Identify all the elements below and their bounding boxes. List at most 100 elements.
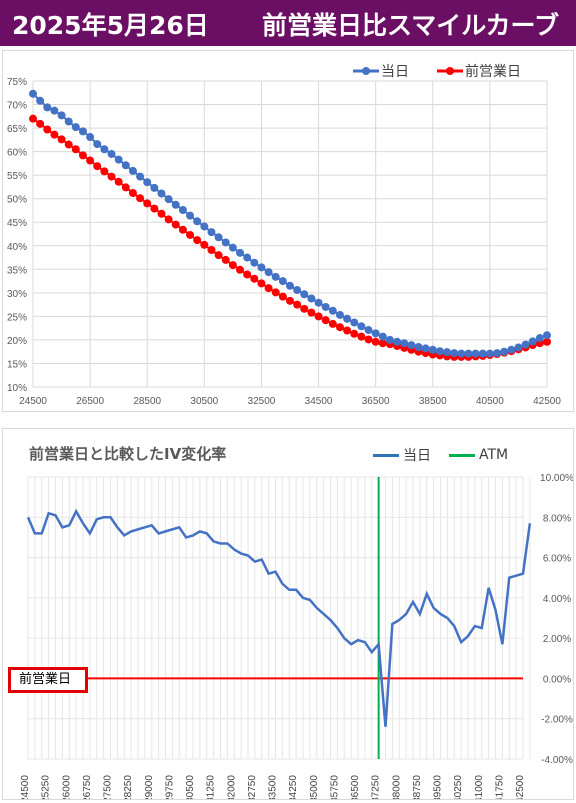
data-point-prev — [207, 246, 216, 255]
data-point-today — [407, 341, 416, 350]
data-point-prev — [93, 162, 102, 171]
x-tick-label: 38000 — [391, 775, 402, 799]
data-point-prev — [307, 308, 316, 317]
data-point-prev — [357, 332, 366, 341]
data-point-today — [264, 268, 273, 277]
data-point-today — [278, 277, 287, 286]
data-point-today — [57, 111, 66, 120]
data-point-today — [221, 238, 230, 247]
data-point-today — [321, 302, 330, 311]
header-banner: 2025年5月26日 前営業日比スマイルカーブ — [0, 0, 576, 46]
x-tick-label: 42500 — [515, 775, 526, 799]
data-point-today — [228, 243, 237, 252]
data-point-today — [435, 347, 444, 356]
chart1-legend: 当日 前営業日 — [351, 61, 521, 81]
data-point-today — [471, 349, 480, 358]
y-tick-label: 55% — [7, 171, 27, 182]
legend-today-line — [373, 453, 399, 457]
y-tick-label: 20% — [7, 336, 27, 347]
data-point-today — [121, 161, 130, 170]
y-tick-label: 65% — [7, 124, 27, 135]
data-point-prev — [36, 119, 45, 128]
data-point-today — [357, 322, 366, 331]
x-tick-label: 35750 — [329, 775, 340, 799]
data-point-today — [393, 337, 402, 346]
data-point-prev — [378, 339, 387, 348]
data-point-prev — [143, 199, 152, 208]
y-tick-label: 45% — [7, 218, 27, 229]
data-point-today — [307, 294, 316, 303]
data-point-today — [143, 178, 152, 187]
data-point-today — [293, 286, 302, 295]
data-point-today — [107, 149, 116, 158]
y-tick-label: -2.00% — [541, 715, 573, 726]
data-point-today — [421, 344, 430, 353]
y-tick-label: 4.00% — [543, 594, 571, 605]
data-point-prev — [328, 319, 337, 328]
data-point-today — [43, 103, 52, 112]
x-tick-label: 30500 — [185, 775, 196, 799]
x-tick-label: 36500 — [362, 396, 390, 407]
y-tick-label: 50% — [7, 195, 27, 206]
data-point-today — [328, 306, 337, 315]
y-tick-label: 30% — [7, 289, 27, 300]
data-point-today — [464, 349, 473, 358]
legend-today-label-2: 当日 — [403, 448, 431, 464]
data-point-today — [114, 155, 123, 164]
data-point-today — [543, 331, 551, 340]
data-point-prev — [157, 209, 166, 218]
data-point-today — [207, 228, 216, 237]
legend-today-marker — [353, 67, 379, 75]
legend-today-label: 当日 — [381, 64, 409, 80]
data-point-prev — [121, 183, 130, 192]
x-tick-label: 37250 — [371, 775, 382, 799]
chart2-legend: 当日 ATM — [373, 445, 508, 465]
data-point-today — [286, 281, 294, 290]
data-point-prev — [164, 215, 173, 224]
data-point-today — [314, 298, 323, 307]
y-tick-label: 75% — [7, 77, 27, 88]
data-point-today — [343, 314, 352, 323]
data-point-today — [500, 347, 509, 356]
legend-atm-line — [449, 453, 475, 457]
x-tick-label: 38750 — [412, 775, 423, 799]
x-tick-label: 26000 — [61, 775, 72, 799]
data-point-today — [385, 335, 394, 344]
y-tick-label: 10.00% — [540, 473, 573, 484]
data-point-prev — [114, 177, 123, 186]
iv-change-chart: 前営業日と比較したIV変化率 当日 ATM -4.00% -2.00% 0.00% 2… — [2, 428, 574, 803]
data-point-prev — [343, 326, 352, 335]
data-point-today — [414, 342, 423, 351]
data-point-today — [271, 272, 280, 281]
data-point-prev — [543, 337, 551, 346]
smile-curve-chart: 当日 前営業日 10% 15% 20% 25% 30% 35% 40% 45% 50% 55% 60… — [2, 50, 574, 412]
x-tick-label: 30500 — [190, 396, 218, 407]
iv-change-plot: -4.00% -2.00% 0.00% 2.00% 4.00% 6.00% 8.00% 10.… — [20, 473, 574, 803]
data-point-prev — [78, 151, 87, 160]
x-tick-label: 24500 — [20, 775, 31, 799]
x-tick-label: 39500 — [433, 775, 444, 799]
data-point-prev — [50, 130, 59, 139]
x-tick-label: 25250 — [41, 775, 52, 799]
data-point-prev — [314, 312, 323, 321]
data-point-prev — [178, 225, 187, 234]
data-point-today — [371, 329, 380, 338]
data-point-prev — [264, 284, 273, 293]
header-date: 2025年5月26日 — [12, 11, 209, 40]
data-point-prev — [71, 145, 80, 154]
data-point-prev — [300, 304, 309, 313]
data-point-prev — [221, 255, 230, 264]
data-point-prev — [186, 230, 195, 239]
header-title: 前営業日比スマイルカーブ — [262, 11, 560, 40]
y-tick-label: 6.00% — [543, 554, 571, 565]
data-point-today — [171, 200, 180, 209]
data-point-prev — [100, 167, 109, 176]
data-point-today — [164, 195, 173, 204]
data-point-today — [450, 349, 459, 358]
data-point-today — [485, 349, 494, 358]
data-point-today — [250, 258, 259, 267]
x-tick-label: 34500 — [305, 396, 333, 407]
data-point-prev — [236, 265, 245, 274]
y-tick-label: 70% — [7, 101, 27, 112]
data-point-prev — [200, 240, 209, 249]
